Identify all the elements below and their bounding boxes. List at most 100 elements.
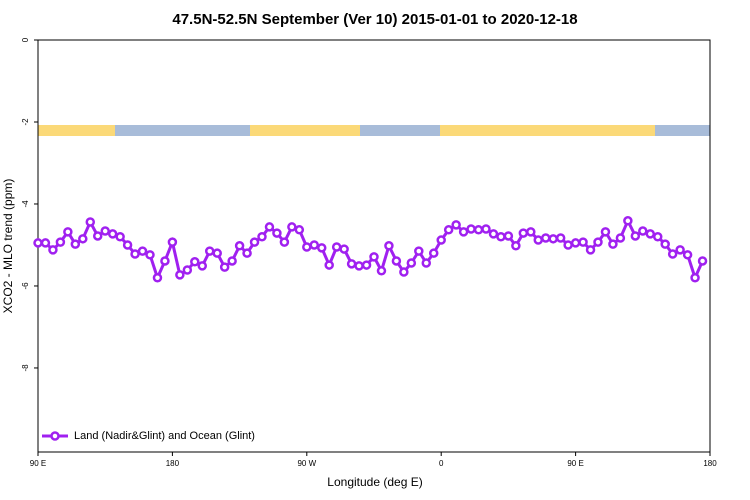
data-point (458, 227, 469, 237)
y-axis-label: XCO2 - MLO trend (ppm) (1, 179, 15, 314)
data-point (152, 273, 163, 283)
legend-marker (50, 431, 60, 441)
data-point (212, 248, 222, 258)
data-point (466, 224, 476, 234)
data-point (473, 225, 484, 235)
data-point (526, 227, 536, 237)
band-land (440, 125, 655, 136)
data-point (346, 259, 357, 269)
data-point (399, 267, 409, 277)
data-point (496, 232, 506, 242)
data-point (682, 250, 693, 260)
data-point (294, 225, 305, 235)
data-point (563, 240, 573, 250)
data-point (623, 216, 633, 226)
data-point (608, 239, 618, 249)
data-point (585, 245, 596, 255)
band-land (250, 125, 360, 136)
legend-label: Land (Nadir&Glint) and Ocean (Glint) (74, 430, 255, 442)
data-point (675, 245, 685, 255)
data-point (40, 238, 51, 248)
data-point (638, 226, 648, 236)
x-tick-label: 90 E (30, 459, 46, 468)
data-point (570, 238, 581, 248)
data-point (421, 258, 432, 268)
y-tick-label: -8 (21, 364, 30, 372)
data-point (406, 258, 417, 268)
data-point (204, 246, 215, 256)
data-point (331, 242, 342, 252)
data-point (533, 235, 544, 245)
data-point (167, 237, 178, 247)
data-point (540, 233, 551, 243)
data-point (249, 237, 260, 247)
data-point (600, 227, 611, 237)
data-point (339, 244, 349, 254)
data-point (548, 234, 558, 244)
data-point (234, 241, 245, 251)
x-tick-label: 180 (703, 459, 717, 468)
x-axis-label: Longitude (deg E) (327, 475, 422, 489)
data-point (391, 256, 402, 266)
data-point (182, 265, 193, 275)
data-point (361, 260, 372, 270)
data-point (555, 233, 566, 243)
data-point (197, 261, 208, 271)
data-point (264, 222, 275, 232)
data-point (309, 240, 320, 250)
data-point (660, 239, 670, 249)
data-point (85, 217, 96, 227)
data-point (481, 224, 491, 234)
data-point (593, 237, 603, 247)
data-point (257, 232, 267, 242)
data-point (443, 225, 454, 235)
data-point (697, 256, 708, 266)
x-tick-label: 180 (166, 459, 180, 468)
data-point (175, 270, 185, 280)
data-point (100, 226, 110, 236)
data-point (227, 256, 237, 266)
data-point (316, 243, 327, 253)
data-point (160, 256, 170, 266)
data-point (645, 229, 656, 239)
x-tick-label: 90 E (567, 459, 583, 468)
x-tick-label: 0 (439, 459, 444, 468)
data-point (578, 237, 588, 247)
data-point (92, 231, 103, 241)
data-point (652, 232, 663, 242)
band-ocean (655, 125, 710, 136)
data-point (115, 232, 125, 242)
data-point (511, 241, 521, 251)
data-point (428, 248, 439, 258)
chart-title: 47.5N-52.5N September (Ver 10) 2015-01-0… (172, 11, 577, 28)
y-tick-label: -6 (21, 282, 30, 290)
x-tick-label: 90 W (297, 459, 316, 468)
data-point (70, 239, 81, 249)
data-point (302, 242, 312, 252)
data-point (667, 249, 678, 259)
data-point (615, 233, 626, 243)
data-point (145, 250, 155, 260)
data-point (130, 249, 140, 259)
data-point (279, 237, 290, 247)
data-point (48, 245, 58, 255)
data-point (503, 231, 514, 241)
data-point (324, 260, 334, 270)
data-point (630, 231, 641, 241)
data-point (369, 252, 379, 262)
data-point (287, 222, 297, 232)
data-point (122, 240, 133, 250)
data-point (107, 229, 118, 239)
band-land (38, 125, 115, 136)
data-point (137, 246, 148, 256)
y-tick-label: -2 (21, 118, 30, 126)
data-point (219, 262, 230, 272)
data-point (242, 248, 252, 258)
data-point (488, 229, 499, 239)
data-point (451, 220, 461, 230)
data-point (518, 228, 529, 238)
y-tick-label: -4 (21, 200, 30, 208)
data-point (55, 237, 66, 247)
